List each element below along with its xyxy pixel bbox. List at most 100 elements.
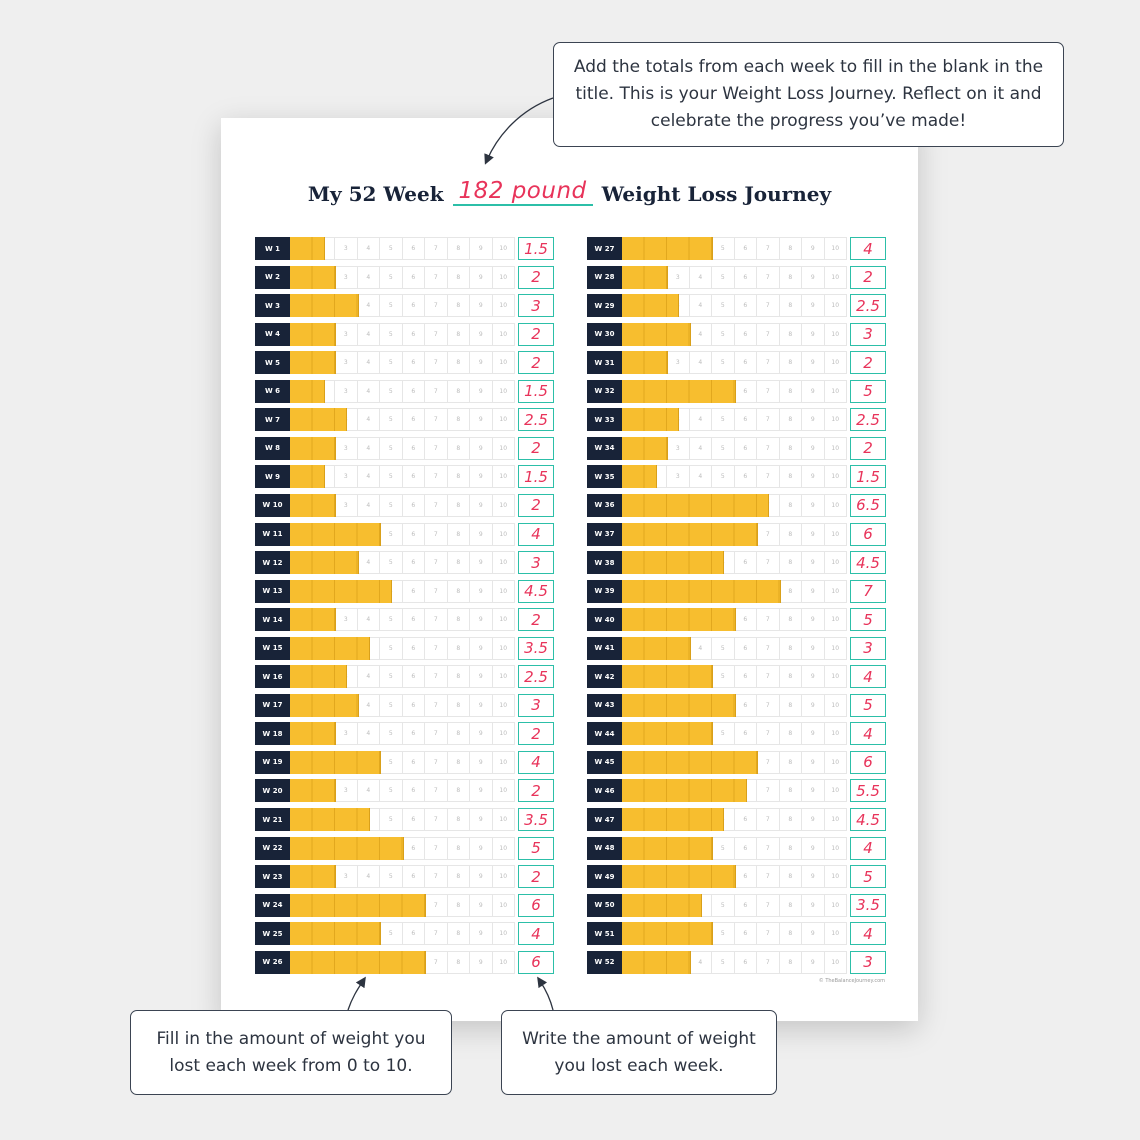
scale-tick-cell[interactable]: 6 [734, 551, 757, 575]
week-total-box[interactable]: 3 [518, 294, 554, 318]
weight-scale-track[interactable]: 12345678910 [290, 836, 515, 860]
scale-tick-cell[interactable]: 7 [425, 893, 448, 917]
scale-tick-cell[interactable]: 5 [712, 294, 735, 318]
scale-tick-cell[interactable]: 7 [757, 351, 780, 375]
scale-tick-cell[interactable]: 3 [335, 722, 358, 746]
scale-tick-cell[interactable]: 5 [380, 436, 403, 460]
scale-tick-cell[interactable]: 8 [447, 865, 470, 889]
weight-scale-track[interactable]: 12345678910 [622, 608, 847, 632]
weight-scale-track[interactable]: 12345678910 [622, 379, 847, 403]
scale-tick-cell[interactable]: 9 [802, 379, 825, 403]
scale-tick-cell[interactable]: 8 [447, 408, 470, 432]
scale-tick-cell[interactable]: 10 [824, 408, 847, 432]
scale-tick-cell[interactable]: 7 [425, 865, 448, 889]
scale-tick-cell[interactable]: 8 [779, 836, 802, 860]
weight-scale-track[interactable]: 12345678910 [290, 750, 515, 774]
scale-tick-cell[interactable]: 8 [447, 636, 470, 660]
scale-tick-cell[interactable]: 7 [757, 408, 780, 432]
scale-tick-cell[interactable]: 10 [492, 379, 515, 403]
scale-tick-cell[interactable]: 7 [757, 608, 780, 632]
scale-tick-cell[interactable]: 8 [779, 237, 802, 260]
scale-tick-cell[interactable]: 7 [757, 237, 780, 260]
scale-tick-cell[interactable]: 6 [402, 379, 425, 403]
scale-tick-cell[interactable]: 4 [689, 351, 712, 375]
weight-scale-track[interactable]: 12345678910 [622, 493, 847, 517]
week-total-box[interactable]: 1.5 [518, 237, 554, 260]
scale-tick-cell[interactable]: 9 [802, 922, 825, 946]
week-total-box[interactable]: 3 [850, 950, 886, 974]
week-total-box[interactable]: 3 [518, 693, 554, 717]
weight-scale-track[interactable]: 12345678910 [622, 436, 847, 460]
weight-scale-track[interactable]: 12345678910 [290, 693, 515, 717]
scale-tick-cell[interactable]: 10 [824, 579, 847, 603]
week-total-box[interactable]: 2 [518, 779, 554, 803]
scale-tick-cell[interactable]: 10 [824, 722, 847, 746]
scale-tick-cell[interactable]: 9 [470, 636, 493, 660]
scale-tick-cell[interactable]: 9 [470, 779, 493, 803]
scale-tick-cell[interactable]: 6 [402, 522, 425, 546]
week-total-box[interactable]: 1.5 [518, 379, 554, 403]
week-total-box[interactable]: 2.5 [518, 665, 554, 689]
scale-tick-cell[interactable]: 10 [824, 551, 847, 575]
scale-tick-cell[interactable]: 7 [425, 351, 448, 375]
scale-tick-cell[interactable]: 8 [779, 665, 802, 689]
scale-tick-cell[interactable]: 10 [824, 950, 847, 974]
scale-tick-cell[interactable]: 4 [689, 636, 712, 660]
scale-tick-cell[interactable]: 6 [402, 579, 425, 603]
weight-scale-track[interactable]: 12345678910 [290, 779, 515, 803]
scale-tick-cell[interactable]: 10 [492, 294, 515, 318]
scale-tick-cell[interactable]: 5 [380, 551, 403, 575]
scale-tick-cell[interactable]: 8 [779, 522, 802, 546]
scale-tick-cell[interactable]: 10 [824, 522, 847, 546]
scale-tick-cell[interactable]: 6 [402, 408, 425, 432]
scale-tick-cell[interactable]: 5 [712, 893, 735, 917]
scale-tick-cell[interactable]: 8 [447, 893, 470, 917]
scale-tick-cell[interactable]: 6 [402, 436, 425, 460]
scale-tick-cell[interactable]: 8 [779, 950, 802, 974]
scale-tick-cell[interactable]: 5 [380, 636, 403, 660]
week-total-box[interactable]: 6 [518, 950, 554, 974]
scale-tick-cell[interactable]: 9 [470, 808, 493, 831]
week-total-box[interactable]: 4 [850, 836, 886, 860]
scale-tick-cell[interactable]: 8 [779, 893, 802, 917]
scale-tick-cell[interactable]: 9 [802, 750, 825, 774]
scale-tick-cell[interactable]: 9 [470, 379, 493, 403]
scale-tick-cell[interactable]: 8 [779, 808, 802, 831]
scale-tick-cell[interactable]: 5 [380, 265, 403, 289]
scale-tick-cell[interactable]: 9 [802, 265, 825, 289]
week-total-box[interactable]: 2 [518, 436, 554, 460]
scale-tick-cell[interactable]: 3 [667, 265, 690, 289]
weight-scale-track[interactable]: 12345678910 [622, 922, 847, 946]
scale-tick-cell[interactable]: 4 [689, 322, 712, 346]
scale-tick-cell[interactable]: 6 [734, 379, 757, 403]
scale-tick-cell[interactable]: 3 [335, 351, 358, 375]
scale-tick-cell[interactable]: 9 [470, 265, 493, 289]
scale-tick-cell[interactable]: 5 [712, 322, 735, 346]
week-total-box[interactable]: 4 [518, 750, 554, 774]
scale-tick-cell[interactable]: 4 [357, 608, 380, 632]
scale-tick-cell[interactable]: 6 [402, 237, 425, 260]
scale-tick-cell[interactable]: 8 [447, 808, 470, 831]
scale-tick-cell[interactable]: 6 [734, 950, 757, 974]
week-total-box[interactable]: 3 [850, 322, 886, 346]
scale-tick-cell[interactable]: 4 [357, 722, 380, 746]
scale-tick-cell[interactable]: 9 [470, 693, 493, 717]
scale-tick-cell[interactable]: 6 [402, 808, 425, 831]
scale-tick-cell[interactable]: 10 [492, 608, 515, 632]
scale-tick-cell[interactable]: 9 [802, 522, 825, 546]
scale-tick-cell[interactable]: 10 [492, 922, 515, 946]
scale-tick-cell[interactable]: 9 [802, 579, 825, 603]
scale-tick-cell[interactable]: 10 [492, 665, 515, 689]
scale-tick-cell[interactable]: 9 [802, 665, 825, 689]
scale-tick-cell[interactable]: 7 [425, 551, 448, 575]
scale-tick-cell[interactable]: 9 [470, 579, 493, 603]
scale-tick-cell[interactable]: 6 [402, 493, 425, 517]
scale-tick-cell[interactable]: 9 [802, 636, 825, 660]
scale-tick-cell[interactable]: 8 [447, 379, 470, 403]
scale-tick-cell[interactable]: 7 [425, 779, 448, 803]
scale-tick-cell[interactable]: 6 [734, 865, 757, 889]
scale-tick-cell[interactable]: 9 [470, 465, 493, 489]
week-total-box[interactable]: 6 [850, 750, 886, 774]
scale-tick-cell[interactable]: 9 [470, 551, 493, 575]
scale-tick-cell[interactable]: 5 [380, 522, 403, 546]
